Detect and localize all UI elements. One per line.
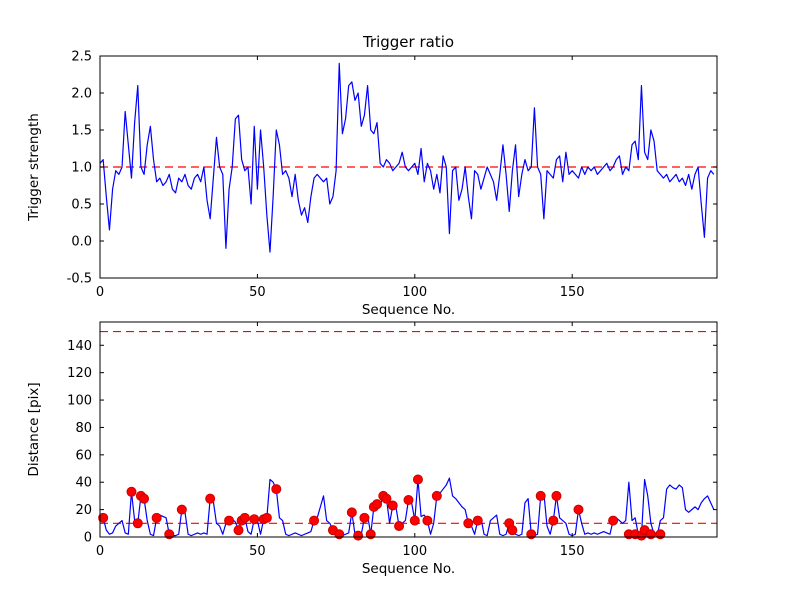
y-tick-label: 20: [75, 503, 92, 518]
scatter-point: [422, 515, 433, 526]
x-axis-label: Sequence No.: [362, 302, 455, 318]
y-tick-label: 0: [84, 531, 92, 546]
scatter-point: [205, 493, 216, 504]
scatter-point: [359, 512, 370, 523]
scatter-point: [548, 515, 559, 526]
y-tick-label: 80: [75, 421, 92, 436]
trigger-ratio-line: [99, 62, 715, 253]
y-tick-label: 1.5: [71, 124, 92, 139]
scatter-point: [224, 515, 235, 526]
scatter-point: [271, 484, 282, 495]
y-tick-label: -0.5: [67, 272, 92, 287]
axes-border: [99, 321, 718, 538]
scatter-point: [139, 493, 150, 504]
scatter-point: [463, 518, 474, 529]
subplot-1: 0 50 100 150 0 20 40 60 80 100 120 140 Sequence No. D…: [26, 321, 718, 577]
x-axis-label: Sequence No.: [362, 561, 455, 577]
scatter-point: [387, 500, 398, 511]
subplot-0: 0 50 100 150 -0.5 0.0 0.5 1.0 1.5 2.0 2.5 Trigger r…: [26, 33, 718, 318]
y-axis-label: Trigger strength: [26, 113, 42, 222]
y-tick-label: 2.0: [71, 87, 92, 102]
scatter-point: [573, 504, 584, 515]
scatter-point: [249, 514, 260, 525]
y-tick-label: 120: [67, 366, 92, 381]
y-tick-label: 60: [75, 448, 92, 463]
y-tick-label: 140: [67, 339, 92, 354]
x-tick-label: 0: [96, 544, 104, 559]
scatter-point: [239, 512, 250, 523]
x-tick-label: 0: [96, 285, 104, 300]
scatter-point: [394, 521, 405, 532]
scatter-point: [535, 490, 546, 501]
scatter-point: [346, 507, 357, 518]
scatter-point: [372, 499, 383, 510]
scatter-point: [409, 515, 420, 526]
scatter-point: [381, 493, 392, 504]
x-tick-label: 100: [402, 544, 427, 559]
y-tick-label: 2.5: [71, 50, 92, 65]
y-tick-label: 0.0: [71, 235, 92, 250]
scatter-point: [608, 515, 619, 526]
scatter-point: [403, 495, 414, 506]
scatter-point: [309, 515, 320, 526]
x-tick-label: 100: [402, 285, 427, 300]
scatter-point: [261, 512, 272, 523]
x-tick-label: 150: [560, 285, 585, 300]
scatter-point: [551, 490, 562, 501]
scatter-point: [151, 512, 162, 523]
y-tick-label: 100: [67, 394, 92, 409]
scatter-point: [431, 490, 442, 501]
x-tick-label: 150: [560, 544, 585, 559]
scatter-point: [132, 518, 143, 529]
y-axis-label: Distance [pix]: [26, 382, 42, 476]
scatter-point: [353, 530, 364, 541]
distance-line: [99, 477, 715, 537]
scatter-point: [126, 486, 137, 497]
x-tick-label: 50: [249, 285, 266, 300]
plot-title: Trigger ratio: [362, 33, 454, 51]
scatter-point: [472, 515, 483, 526]
y-tick-label: 1.0: [71, 161, 92, 176]
y-tick-label: 0.5: [71, 198, 92, 213]
scatter-point: [176, 504, 187, 515]
y-tick-label: 40: [75, 476, 92, 491]
scatter-point: [233, 525, 244, 536]
x-tick-label: 50: [249, 544, 266, 559]
scatter-point: [98, 512, 109, 523]
scatter-point: [412, 474, 423, 485]
scatter-point: [507, 525, 518, 536]
